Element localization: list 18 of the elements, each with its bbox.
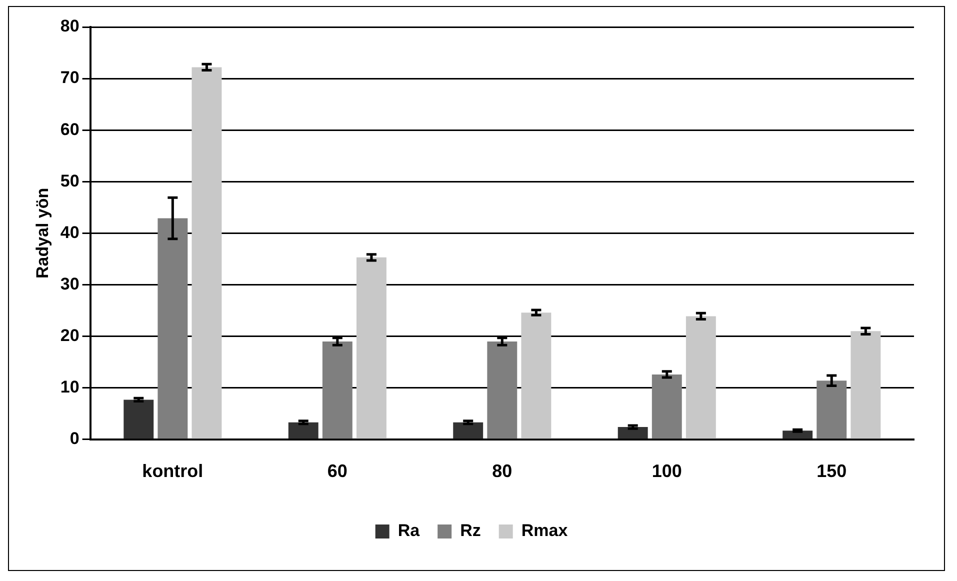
y-tick-label: 30 <box>60 274 80 294</box>
legend-label: Ra <box>398 521 420 540</box>
y-tick-label: 50 <box>60 171 80 190</box>
y-tick-label: 60 <box>60 120 80 139</box>
y-tick-label: 0 <box>70 429 80 448</box>
x-tick-label: 60 <box>327 461 348 482</box>
y-tick-label: 70 <box>60 68 80 88</box>
x-tick-label: 150 <box>816 461 847 482</box>
y-tick-label: 20 <box>60 326 80 345</box>
y-tick-label: 80 <box>60 16 80 36</box>
y-tick-label: 10 <box>60 378 80 397</box>
y-axis-title: Radyal yön <box>32 188 52 279</box>
x-tick-label: kontrol <box>142 461 204 482</box>
y-tick-label: 40 <box>60 222 80 242</box>
x-tick-label: 100 <box>652 461 682 482</box>
legend-label: Rmax <box>521 521 568 540</box>
legend-label: Rz <box>460 521 481 540</box>
x-tick-label: 80 <box>492 461 512 482</box>
